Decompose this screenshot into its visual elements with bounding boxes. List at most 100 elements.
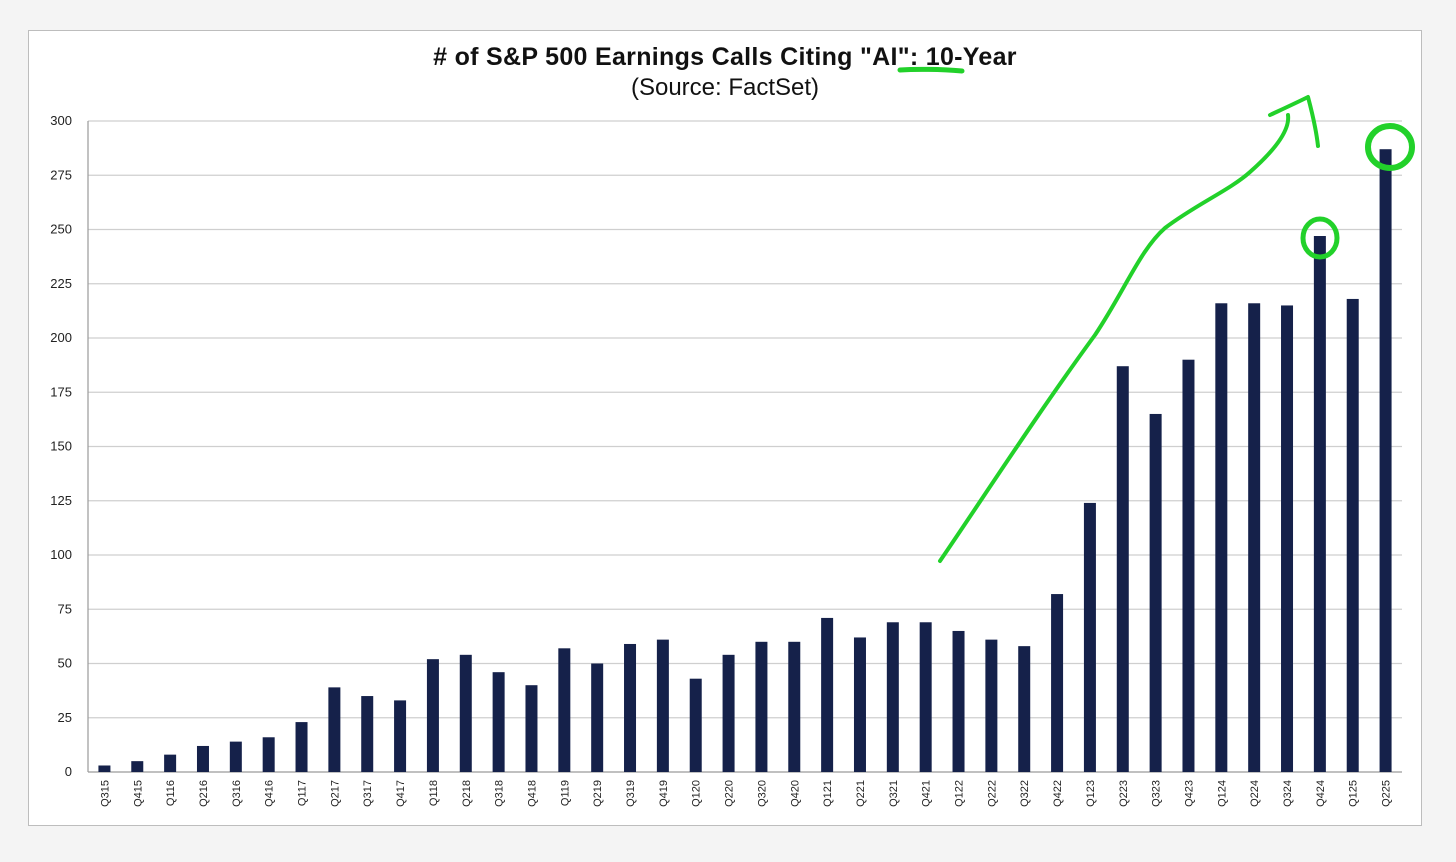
x-tick-label: Q319 [625,780,637,807]
y-tick-label: 100 [50,547,72,562]
chart-title-pre: # of S&P 500 Earnings Calls Citing [433,43,860,71]
bar-q122 [952,630,965,772]
bar-q119 [558,648,571,772]
x-tick-label: Q222 [986,780,998,807]
bar-q225 [1379,149,1392,772]
y-tick-label: 125 [50,493,72,508]
x-tick-label: Q120 [691,780,703,807]
bar-q218 [459,654,472,772]
trend-arrowhead-annotation [1268,95,1320,148]
bar-q316 [229,741,242,772]
x-tick-label: Q219 [592,780,604,807]
chart-title-highlight: "AI" [860,43,910,71]
x-tick-label: Q421 [921,780,933,807]
x-tick-label: Q320 [756,780,768,807]
ai-underline-annotation [897,66,965,74]
bar-q219 [591,663,604,772]
bar-q324 [1281,305,1294,772]
bar-q224 [1248,303,1261,772]
trend-arrow-annotation [938,113,1291,563]
bar-q217 [328,687,341,772]
x-tick-label: Q225 [1381,780,1393,807]
bar-q424 [1313,236,1326,772]
y-tick-label: 25 [58,710,72,725]
bar-q124 [1215,303,1228,772]
x-tick-label: Q318 [494,780,506,807]
x-tick-label: Q221 [855,780,867,807]
y-axis-ticks: 0 25 50 75 100 125 150 175 200 225 250 275 300 [50,113,72,779]
bar-q222 [985,639,998,772]
x-tick-label: Q123 [1085,780,1097,807]
y-tick-label: 50 [58,656,72,671]
bar-q420 [788,641,801,772]
x-tick-label: Q419 [658,780,670,807]
x-tick-label: Q423 [1183,780,1195,807]
y-tick-label: 75 [58,601,72,616]
x-tick-label: Q216 [198,780,210,807]
bar-q421 [919,622,932,772]
y-tick-label: 175 [50,384,72,399]
bar-q423 [1182,359,1195,772]
bar-q223 [1116,366,1129,772]
x-tick-label: Q116 [165,780,177,806]
y-tick-label: 275 [50,167,72,182]
x-tick-label: Q418 [526,780,538,807]
chart-title-post: : 10-Year [910,43,1017,71]
x-tick-label: Q420 [789,780,801,807]
x-tick-label: Q224 [1249,780,1261,807]
chart-subtitle: (Source: FactSet) [631,74,819,101]
y-tick-label: 150 [50,439,72,454]
bar-q121 [821,617,834,772]
bar-q422 [1051,594,1064,772]
x-tick-label: Q217 [329,780,341,807]
bar-q221 [853,637,866,772]
x-tick-label: Q324 [1282,780,1294,807]
y-tick-label: 300 [50,113,72,128]
bar-q322 [1018,646,1031,772]
bar-q220 [722,654,735,772]
annotations [897,66,1415,563]
bar-q416 [262,737,275,772]
bar-q415 [131,761,144,772]
circle-q225-annotation [1365,123,1415,171]
x-tick-label: Q322 [1019,780,1031,807]
bar-q315 [98,765,111,772]
x-tick-label: Q422 [1052,780,1064,807]
x-tick-label: Q223 [1118,780,1130,807]
x-tick-label: Q315 [99,780,111,807]
bar-q323 [1149,413,1162,772]
y-tick-label: 225 [50,276,72,291]
x-tick-label: Q118 [428,780,440,806]
y-tick-label: 250 [50,222,72,237]
x-tick-label: Q124 [1216,780,1228,807]
x-tick-label: Q424 [1315,780,1327,807]
bar-q116 [164,754,177,772]
bar-q418 [525,685,538,772]
circle-q424-annotation [1300,216,1340,260]
bar-q318 [492,672,505,772]
x-tick-label: Q321 [888,780,900,807]
x-tick-label: Q220 [724,780,736,807]
bar-q320 [755,641,768,772]
bars [98,149,1392,772]
x-tick-label: Q121 [822,780,834,807]
x-tick-label: Q125 [1348,780,1360,807]
bar-q321 [886,622,899,772]
bar-q117 [295,722,308,772]
bar-q419 [656,639,669,772]
x-axis-ticks: Q315 Q415 Q116 Q216 Q316 Q416 Q117 Q217 Q317 Q417… [99,780,1392,807]
bar-q118 [426,659,439,772]
x-tick-label: Q122 [954,780,966,807]
x-tick-label: Q316 [231,780,243,807]
chart-title: # of S&P 500 Earnings Calls Citing "AI":… [433,43,1017,71]
x-tick-label: Q415 [132,780,144,807]
grid [88,120,1402,719]
bar-q125 [1346,298,1359,772]
x-tick-label: Q218 [461,780,473,807]
bar-q120 [689,678,702,772]
x-tick-label: Q317 [362,780,374,807]
x-tick-label: Q417 [395,780,407,807]
bar-q216 [196,745,209,772]
